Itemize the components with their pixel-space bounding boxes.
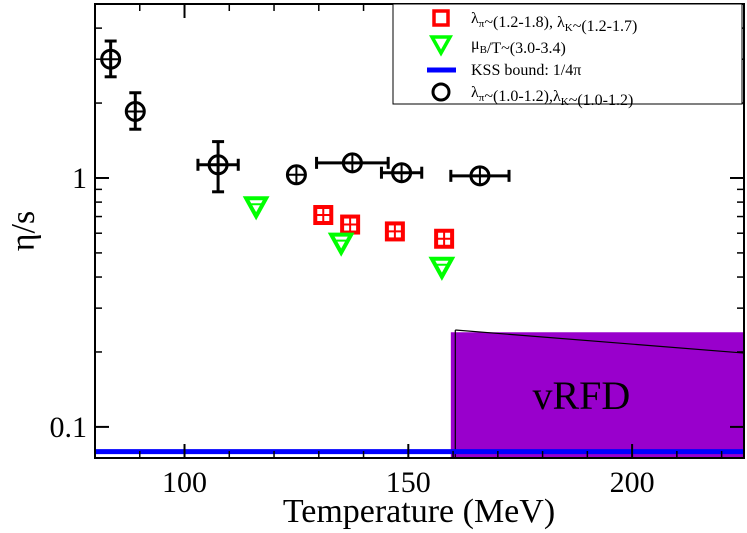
legend-label-kss-bound: KSS bound: 1/4π — [471, 62, 581, 79]
black-circles-series — [100, 39, 511, 194]
x-tick-label-150: 150 — [386, 466, 431, 499]
vrfd-region — [450, 332, 744, 458]
red-squares-series — [313, 205, 455, 249]
x-axis-label: Temperature (MeV) — [283, 493, 555, 530]
legend-marker-red-squares — [432, 9, 450, 27]
y-axis-label: η/s — [5, 211, 42, 251]
x-tick-label-100: 100 — [162, 466, 207, 499]
green-triangles-point-3 — [428, 256, 456, 281]
green-triangles-point-2 — [327, 232, 355, 257]
legend-marker-green-triangles — [429, 35, 453, 57]
vrfd-label: vRFD — [533, 373, 631, 418]
y-tick-label-1: 1 — [72, 162, 87, 195]
x-tick-label-200: 200 — [610, 466, 655, 499]
legend-label-black-circles: λπ~(1.0-1.2),λK~(1.0-1.2) — [471, 84, 633, 109]
legend-label-red-squares: λπ~(1.2-1.8), λK~(1.2-1.7) — [471, 10, 637, 35]
legend-box — [392, 3, 743, 105]
vrfd-boundary-line — [455, 329, 744, 354]
green-triangles-point-1 — [242, 196, 270, 221]
legend-marker-black-circles — [431, 82, 451, 102]
legend-label-green-triangles: μB/T~(3.0-3.4) — [471, 36, 566, 57]
y-tick-label-0.1: 0.1 — [50, 411, 88, 444]
legend: λπ~(1.2-1.8), λK~(1.2-1.7)μB/T~(3.0-3.4)… — [392, 3, 743, 109]
green-triangles-series — [242, 196, 456, 281]
